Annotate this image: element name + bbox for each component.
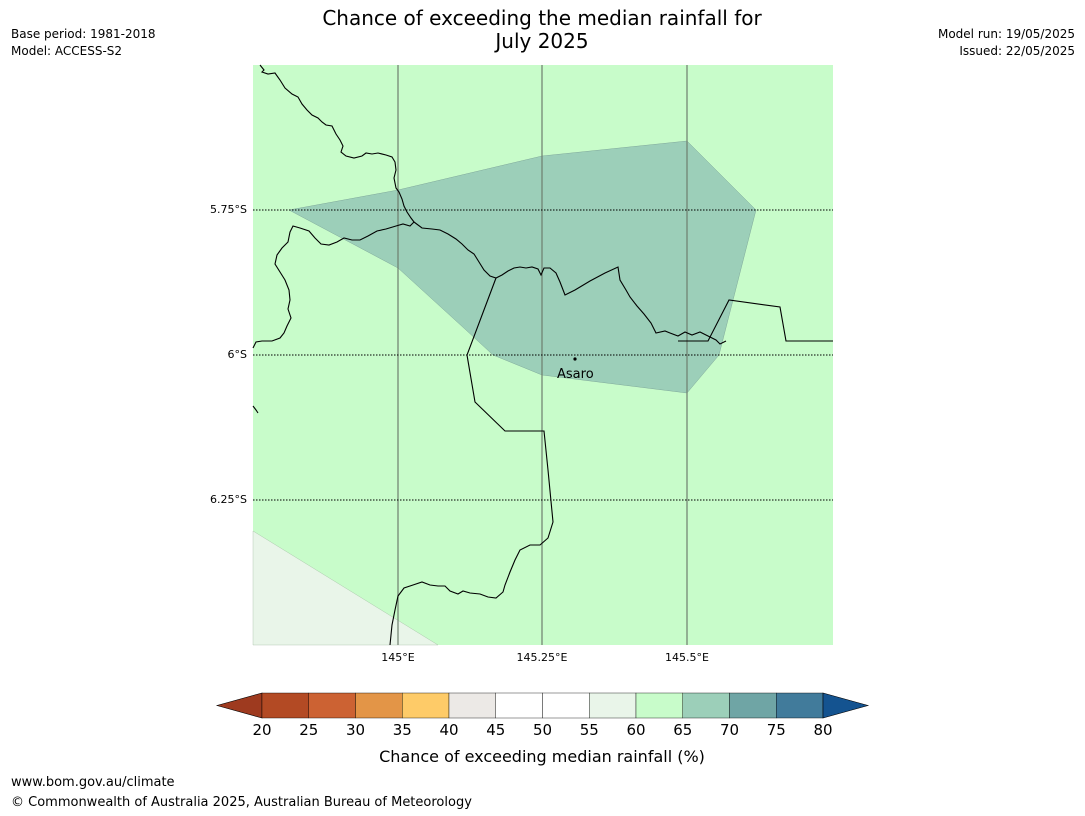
colorbar: 20 25 30 35 40 45 50 55 60 65 70 75 80 <box>215 692 870 739</box>
province-boundary-central <box>389 277 554 646</box>
run-info: Model run: 19/05/2025 Issued: 22/05/2025 <box>938 26 1075 60</box>
map-figure: Asaro 5.75°S 6°S 6.25°S 145°E 145.25°E 1… <box>210 64 870 766</box>
colorbar-tick-label: 60 <box>626 721 645 739</box>
lat-label-6: 6°S <box>228 348 247 361</box>
title-line-1: Chance of exceeding the median rainfall … <box>322 6 762 30</box>
colorbar-segment <box>308 692 356 719</box>
lat-label-6-25: 6.25°S <box>210 493 247 506</box>
base-period: Base period: 1981-2018 <box>11 27 156 41</box>
place-label-asaro: Asaro <box>557 367 594 382</box>
colorbar-segment <box>635 692 683 719</box>
lon-label-145-25: 145.25°E <box>517 651 568 664</box>
lon-label-145: 145°E <box>381 651 414 664</box>
asaro-marker <box>573 357 577 361</box>
colorbar-segment <box>261 692 309 719</box>
colorbar-tick-label: 35 <box>393 721 412 739</box>
colorbar-segment <box>355 692 403 719</box>
province-boundary-north <box>413 221 727 345</box>
colorbar-tick-label: 45 <box>486 721 505 739</box>
model-name: Model: ACCESS-S2 <box>11 44 123 58</box>
coastline <box>252 64 415 349</box>
model-run-date: Model run: 19/05/2025 <box>937 27 1075 41</box>
colorbar-segment <box>402 692 450 719</box>
colorbar-extend-high <box>822 692 870 719</box>
colorbar-segment <box>495 692 543 719</box>
colorbar-tick-label: 20 <box>252 721 271 739</box>
colorbar-segment <box>776 692 824 719</box>
colorbar-segment <box>448 692 496 719</box>
colorbar-tick-label: 75 <box>767 721 786 739</box>
colorbar-segment <box>682 692 730 719</box>
map-title: Chance of exceeding the median rainfall … <box>242 7 842 53</box>
footer-copyright: © Commonwealth of Australia 2025, Austra… <box>11 795 472 810</box>
lon-label-145-5: 145.5°E <box>665 651 709 664</box>
colorbar-tick-label: 25 <box>299 721 318 739</box>
colorbar-segment <box>589 692 637 719</box>
lat-label-5-75: 5.75°S <box>210 203 247 216</box>
colorbar-tick-label: 50 <box>533 721 552 739</box>
colorbar-segment <box>542 692 590 719</box>
colorbar-tick-label: 30 <box>346 721 365 739</box>
footer-url: www.bom.gov.au/climate <box>11 775 175 790</box>
colorbar-tick-label: 70 <box>720 721 739 739</box>
title-line-2: July 2025 <box>495 29 589 53</box>
colorbar-tick-label: 40 <box>439 721 458 739</box>
low-probability-area <box>252 530 439 646</box>
colorbar-tick-label: 80 <box>813 721 832 739</box>
model-info: Base period: 1981-2018 Model: ACCESS-S2 <box>11 26 156 60</box>
colorbar-segment <box>729 692 777 719</box>
province-boundary-east <box>678 299 833 342</box>
colorbar-extend-low <box>215 692 263 719</box>
colorbar-tick-label: 65 <box>673 721 692 739</box>
issued-date: Issued: 22/05/2025 <box>959 44 1075 58</box>
colorbar-tick-label: 55 <box>580 721 599 739</box>
colorbar-label: Chance of exceeding median rainfall (%) <box>379 747 705 766</box>
coastline-west <box>252 405 259 414</box>
